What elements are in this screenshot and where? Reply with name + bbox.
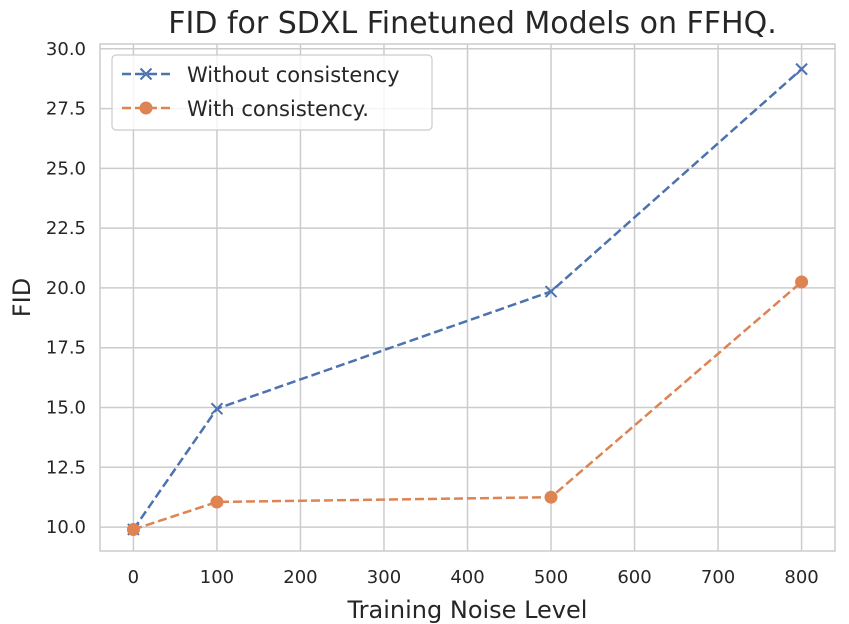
y-tick-label: 27.5	[46, 99, 86, 120]
x-tick-label: 600	[617, 567, 651, 588]
y-tick-labels: 10.0 12.5 15.0 17.5 20.0 22.5 25.0 27.5 30.0	[46, 39, 86, 538]
series-line	[133, 281, 803, 531]
y-tick-label: 22.5	[46, 218, 86, 239]
y-axis-label: FID	[8, 278, 36, 317]
legend-label: With consistency.	[187, 97, 369, 121]
plot-frame	[99, 43, 836, 552]
x-axis-label: Training Noise Level	[347, 596, 588, 624]
y-tick-label: 10.0	[46, 517, 86, 538]
x-tick-label: 0	[128, 567, 139, 588]
y-tick-label: 17.5	[46, 338, 86, 359]
y-tick-label: 20.0	[46, 278, 86, 299]
x-tick-label: 200	[283, 567, 317, 588]
x-tick-label: 300	[367, 567, 401, 588]
data-point	[795, 62, 808, 76]
y-tick-label: 25.0	[46, 158, 86, 179]
legend-item: With consistency.	[122, 97, 369, 121]
y-tick-label: 30.0	[46, 39, 86, 60]
y-tick-label: 15.0	[46, 398, 86, 419]
x-tick-label: 800	[784, 567, 818, 588]
data-point	[210, 402, 224, 415]
data-point	[210, 495, 224, 509]
series-layer	[126, 62, 809, 536]
data-point	[126, 522, 140, 536]
series-line	[132, 68, 803, 531]
x-tick-label: 700	[701, 567, 735, 588]
x-tick-labels: 0 100 200 300 400 500 600 700 800	[128, 567, 819, 588]
grid	[100, 44, 835, 551]
legend-label: Without consistency	[187, 63, 400, 87]
data-point	[544, 285, 558, 298]
x-tick-label: 400	[450, 567, 484, 588]
x-tick-label: 100	[200, 567, 234, 588]
series-2	[126, 275, 809, 536]
x-tick-label: 500	[534, 567, 568, 588]
data-point	[544, 490, 558, 504]
legend: Without consistency With consistency.	[111, 54, 433, 131]
y-tick-label: 12.5	[46, 457, 86, 478]
legend-marker	[139, 101, 153, 115]
chart-title: FID for SDXL Finetuned Models on FFHQ.	[168, 6, 777, 41]
legend-box	[111, 54, 433, 131]
legend-item: Without consistency	[122, 63, 400, 87]
data-point	[795, 275, 809, 289]
legend-marker	[139, 67, 153, 81]
